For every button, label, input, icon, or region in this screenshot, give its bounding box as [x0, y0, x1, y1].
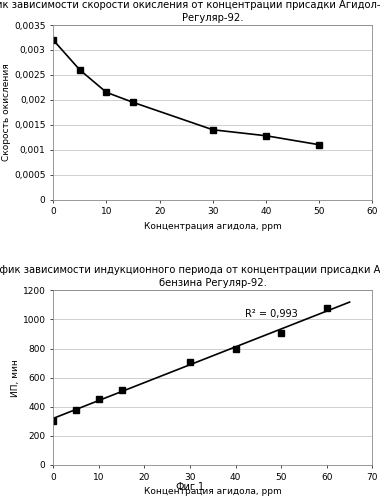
Y-axis label: ИП, мин: ИП, мин — [11, 359, 20, 397]
Y-axis label: Скорость окисления: Скорость окисления — [2, 64, 11, 161]
X-axis label: Концентрация агидола, ppm: Концентрация агидола, ppm — [144, 222, 282, 231]
Text: Фиг.1: Фиг.1 — [176, 482, 204, 492]
X-axis label: Концентрация агидола, ppm: Концентрация агидола, ppm — [144, 487, 282, 496]
Title: График зависимости скорости окисления от концентрации присадки Агидол-1 для бенз: График зависимости скорости окисления от… — [0, 0, 380, 23]
Title: График зависимости индукционного периода от концентрации присадки Агидол-1 для
б: График зависимости индукционного периода… — [0, 265, 380, 288]
Text: R² = 0,993: R² = 0,993 — [245, 308, 298, 318]
